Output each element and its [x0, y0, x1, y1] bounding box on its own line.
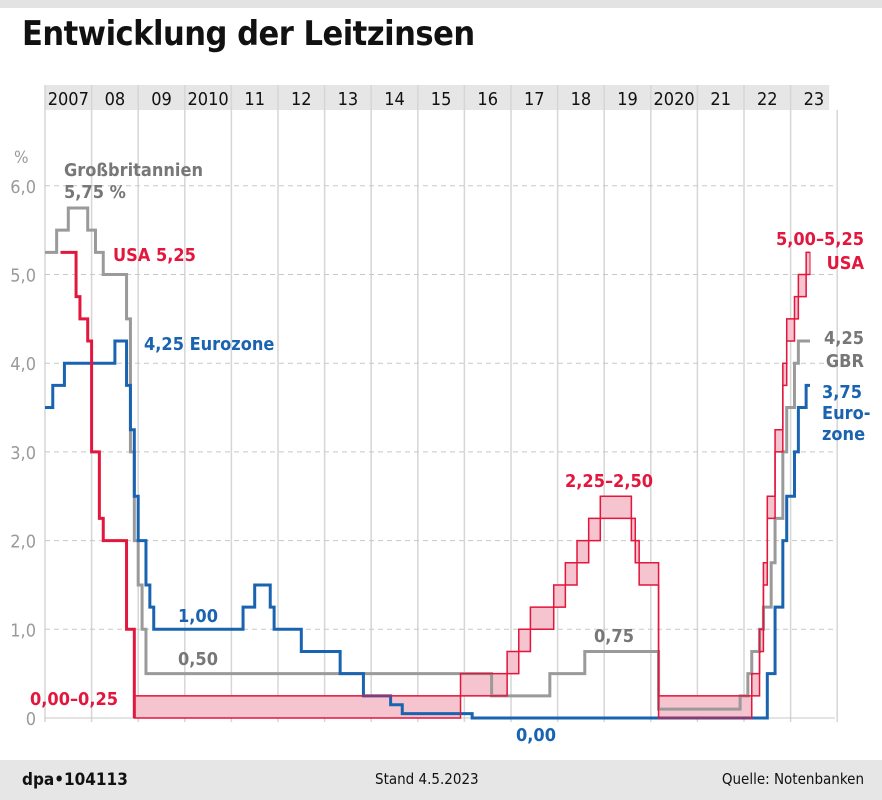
x-tick-label: 23	[804, 89, 825, 110]
label-euro-end-name1: Euro-	[822, 403, 870, 424]
label-usa-start: USA 5,25	[113, 245, 196, 266]
label-usa-low: 0,00–0,25	[30, 689, 118, 710]
x-tick-label: 2020	[653, 89, 694, 110]
x-tick-label: 21	[710, 89, 731, 110]
source: Quelle: Notenbanken	[721, 770, 864, 788]
y-tick-label: 1,0	[10, 620, 36, 641]
label-euro-end: 3,75	[822, 382, 862, 403]
label-euro-end-name2: zone	[822, 424, 865, 445]
x-tick-label: 15	[431, 89, 452, 110]
usa-range-band	[529, 606, 555, 630]
label-uk-start-value: 5,75 %	[64, 182, 126, 203]
usa-range-band	[774, 429, 784, 453]
y-tick-label: 3,0	[10, 443, 36, 464]
label-usa-end-name: USA	[827, 253, 865, 274]
x-tick-label: 19	[617, 89, 638, 110]
x-tick-label: 16	[477, 89, 498, 110]
usa-range-band	[588, 517, 601, 542]
x-tick-label: 22	[757, 89, 778, 110]
y-tick-label: 0	[26, 709, 36, 730]
usa-range-band	[564, 562, 578, 586]
label-usa-peak: 2,25–2,50	[565, 471, 653, 492]
y-axis-unit: %	[14, 148, 29, 168]
footer: dpa•104113 Stand 4.5.2023 Quelle: Notenb…	[0, 760, 882, 800]
usa-range-band	[518, 628, 531, 652]
usa-range-band	[553, 584, 566, 608]
x-tick-label: 18	[571, 89, 592, 110]
usa-range-band	[638, 562, 660, 586]
label-uk-low: 0,50	[178, 649, 218, 670]
x-tick-label: 2010	[187, 89, 228, 110]
x-tick-label: 09	[151, 89, 172, 110]
y-tick-label: 2,0	[10, 532, 36, 553]
x-tick-label: 13	[338, 89, 359, 110]
usa-range-band	[506, 650, 520, 675]
label-uk-end: 4,25	[824, 328, 864, 349]
series-line-uk	[45, 206, 811, 711]
usa-range-band	[766, 495, 776, 519]
y-tick-label: 4,0	[10, 354, 36, 375]
y-tick-label: 5,0	[10, 266, 36, 287]
label-uk-start: Großbritannien	[64, 160, 203, 181]
x-tick-label: 08	[105, 89, 126, 110]
x-tick-label: 2007	[48, 89, 89, 110]
chart: 2007 08 09 2010 11 12 13 14 15 16 17 18 19 2020 21 22 23…	[10, 85, 870, 746]
usa-range-band	[599, 495, 632, 519]
chart-title: Entwicklung der Leitzinsen	[22, 14, 475, 54]
x-tick-label: 14	[384, 89, 405, 110]
year-header-band	[45, 85, 830, 110]
usa-range-band	[576, 540, 590, 564]
x-tick-label: 12	[291, 89, 312, 110]
x-tick-label: 11	[244, 89, 265, 110]
usa-range-band	[460, 673, 508, 697]
y-tick-label: 6,0	[10, 177, 36, 198]
usa-range-band	[797, 274, 807, 298]
x-tick-label: 17	[524, 89, 545, 110]
series-line-eurozone	[45, 339, 811, 720]
usa-range-band	[786, 318, 795, 342]
usa-range-band	[751, 673, 761, 697]
label-uk-end-name: GBR	[826, 351, 865, 372]
label-usa-end: 5,00–5,25	[776, 229, 864, 250]
label-euro-low: 1,00	[178, 606, 218, 627]
agency-id: dpa•104113	[22, 770, 128, 790]
label-euro-zero: 0,00	[516, 725, 556, 746]
series-line-usa-pre2009	[60, 250, 136, 718]
top-bar	[0, 0, 882, 8]
label-euro-start: 4,25 Eurozone	[144, 334, 274, 355]
usa-range-band	[658, 695, 753, 719]
stand-date: Stand 4.5.2023	[375, 770, 479, 788]
label-uk-mid: 0,75	[594, 626, 634, 647]
